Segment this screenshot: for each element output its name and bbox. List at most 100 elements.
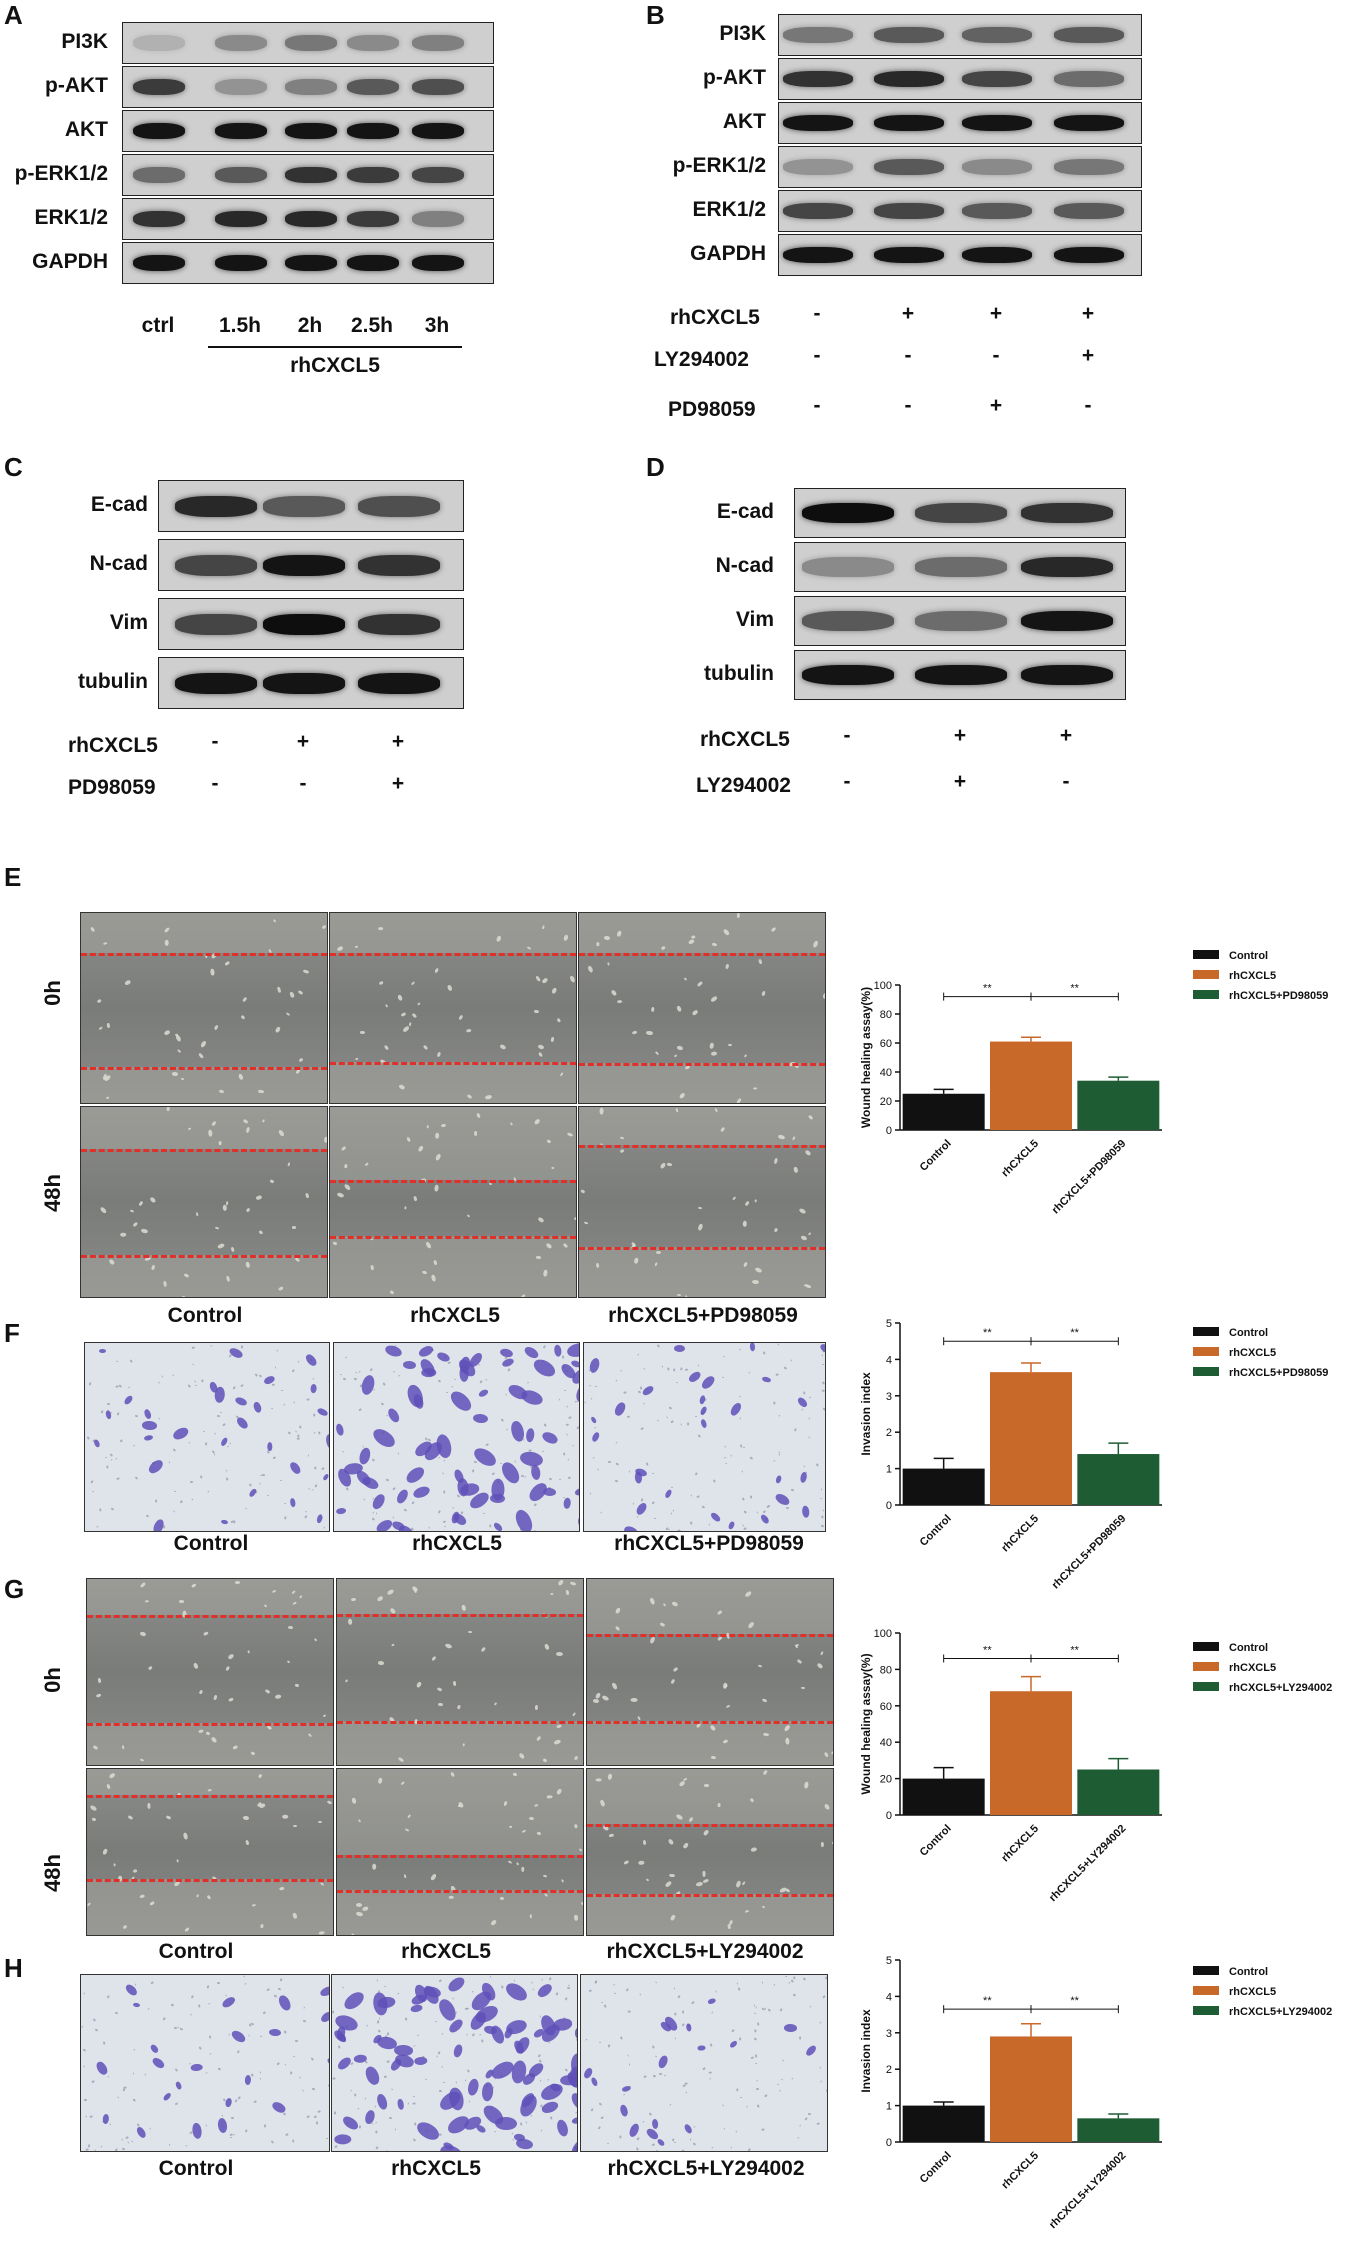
cell xyxy=(207,2002,211,2005)
cell xyxy=(402,1360,417,1370)
cell xyxy=(204,1442,208,1446)
cell xyxy=(595,1777,602,1782)
cell xyxy=(224,1469,228,1472)
blot-band xyxy=(133,78,185,96)
panel-label-b: B xyxy=(646,0,665,30)
cell xyxy=(526,1382,529,1384)
blot-band xyxy=(133,210,185,228)
cell xyxy=(461,1511,465,1515)
cell xyxy=(302,2006,306,2009)
blot-band xyxy=(783,202,853,220)
cell xyxy=(189,2062,192,2065)
legend-swatch xyxy=(1193,990,1219,999)
cell xyxy=(273,1994,277,1998)
bar xyxy=(990,1041,1072,1130)
blot-strip xyxy=(794,596,1126,646)
cell xyxy=(722,1682,728,1690)
cell xyxy=(508,1368,511,1372)
cell xyxy=(506,1428,509,1431)
cell xyxy=(328,2047,329,2050)
cell xyxy=(371,2122,374,2125)
cell xyxy=(191,2122,203,2139)
cell xyxy=(709,2043,712,2047)
y-tick-label: 4 xyxy=(886,1354,892,1366)
cell xyxy=(116,1412,120,1416)
cell xyxy=(750,2056,754,2059)
cell xyxy=(287,1430,291,1435)
cell xyxy=(742,1524,745,1527)
cell xyxy=(595,1386,598,1388)
blot-strip xyxy=(794,488,1126,538)
cell xyxy=(353,1377,357,1381)
blot-band xyxy=(215,34,267,52)
cell xyxy=(708,1523,711,1526)
cell xyxy=(144,2073,147,2077)
treatment-sign: - xyxy=(843,770,851,793)
cell xyxy=(603,935,611,940)
cell xyxy=(440,1123,447,1127)
cell xyxy=(212,1449,216,1454)
cell xyxy=(413,2056,428,2066)
cell xyxy=(722,1355,726,1358)
treatment-label: rhCXCL5 xyxy=(700,728,790,751)
cell xyxy=(830,1750,833,1755)
cell xyxy=(593,1427,596,1429)
cell xyxy=(739,1395,742,1398)
cell xyxy=(383,1343,403,1359)
cell xyxy=(571,1711,577,1717)
cell-layer xyxy=(330,1107,576,1180)
cell xyxy=(227,1445,230,1448)
cell xyxy=(724,1462,728,1465)
cell xyxy=(520,2122,523,2126)
cell xyxy=(613,1992,617,1995)
wound-edge-line xyxy=(587,1824,833,1827)
cell xyxy=(610,988,618,996)
wound-edge-line xyxy=(587,1634,833,1637)
cell xyxy=(493,2131,496,2134)
cell xyxy=(471,2033,475,2037)
blot-band xyxy=(285,34,337,52)
blot-band xyxy=(962,202,1032,220)
cell xyxy=(328,1373,329,1376)
cell xyxy=(318,2010,329,2025)
cell xyxy=(127,1815,133,1821)
cell xyxy=(804,1149,812,1157)
blot-band xyxy=(358,554,440,576)
cell xyxy=(258,1230,264,1236)
cell xyxy=(204,2071,208,2075)
cell xyxy=(563,1390,567,1393)
cell xyxy=(176,1859,180,1863)
cell xyxy=(233,2133,236,2137)
cell xyxy=(407,1021,412,1026)
cell xyxy=(461,1604,467,1612)
blot-band xyxy=(175,495,257,517)
cell xyxy=(755,2087,760,2090)
cell xyxy=(577,1426,579,1430)
cell xyxy=(230,1246,236,1253)
blot-band xyxy=(962,158,1032,176)
lane-label: 1.5h xyxy=(218,314,262,337)
cell xyxy=(697,1495,701,1498)
cell xyxy=(699,1418,708,1429)
cell xyxy=(819,2021,822,2024)
cell xyxy=(652,1472,655,1475)
significance-star: ** xyxy=(983,1327,992,1339)
cell xyxy=(567,1476,571,1480)
blot-band xyxy=(874,202,944,220)
cell-layer xyxy=(337,1769,583,1855)
cell xyxy=(524,2121,527,2125)
cell xyxy=(253,1400,264,1414)
blot-band xyxy=(874,70,944,88)
cell xyxy=(738,1987,741,1991)
cell xyxy=(269,1179,275,1184)
treatment-label: LY294002 xyxy=(696,774,791,797)
cell xyxy=(632,1030,638,1035)
cell xyxy=(761,1905,766,1909)
bar xyxy=(902,1778,985,1815)
significance-star: ** xyxy=(1070,1327,1079,1339)
cell xyxy=(354,1057,359,1060)
cell xyxy=(648,1635,656,1644)
cell xyxy=(172,1071,179,1077)
cell xyxy=(791,1488,795,1491)
cell xyxy=(162,2017,166,2021)
